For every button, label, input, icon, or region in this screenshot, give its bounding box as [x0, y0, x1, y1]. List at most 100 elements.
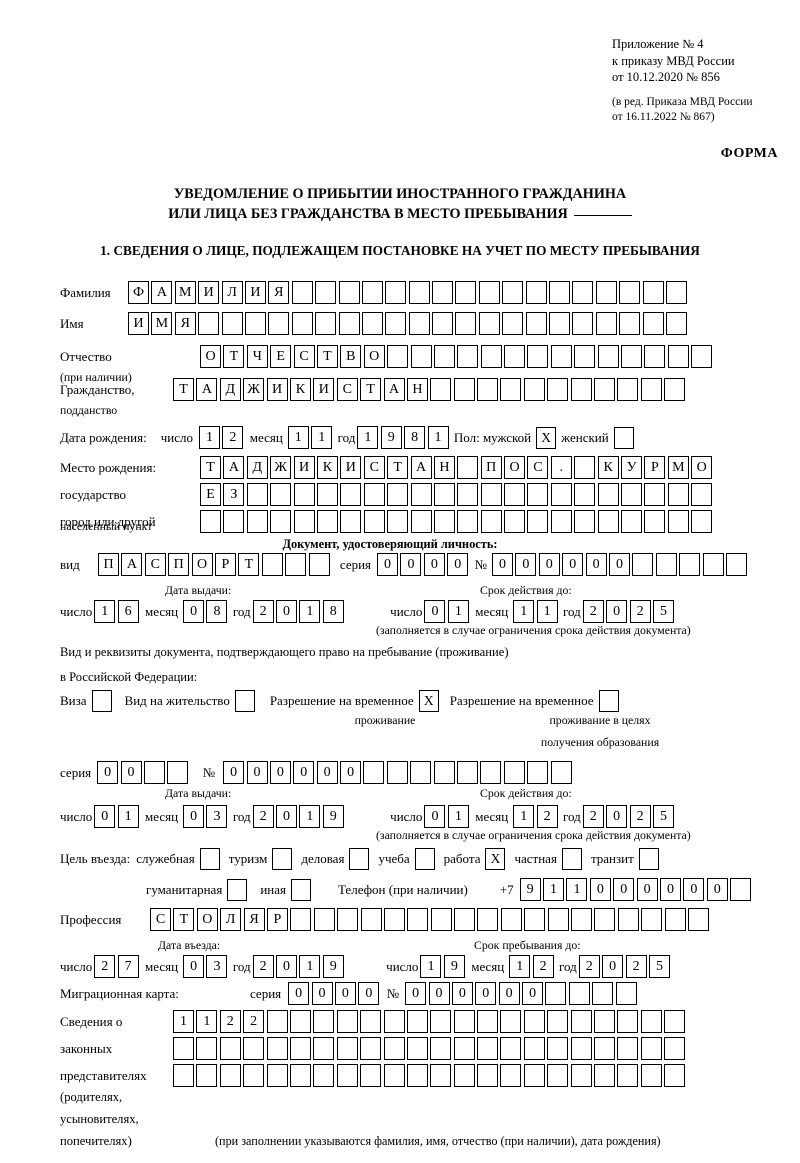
char-cell[interactable] — [338, 281, 360, 304]
sex-female-checkbox[interactable] — [613, 426, 634, 449]
char-cell[interactable]: 1 — [173, 1010, 194, 1033]
char-cell[interactable]: 0 — [498, 982, 520, 1005]
char-cell[interactable] — [594, 378, 616, 401]
char-cell[interactable]: О — [691, 456, 713, 479]
char-cell[interactable] — [572, 312, 594, 335]
char-cell[interactable] — [570, 1010, 592, 1033]
char-cell[interactable]: 0 — [515, 553, 537, 576]
char-cell[interactable] — [621, 510, 643, 533]
char-cell[interactable]: 5 — [652, 600, 674, 623]
char-cell[interactable]: 9 — [519, 878, 541, 901]
char-cell[interactable]: М — [174, 281, 196, 304]
char-cell[interactable] — [500, 1064, 522, 1087]
char-cell[interactable]: Т — [360, 378, 382, 401]
char-cell[interactable]: 2 — [252, 955, 274, 978]
char-cell[interactable]: Р — [266, 908, 288, 931]
char-cell[interactable] — [336, 1010, 358, 1033]
char-cell[interactable] — [477, 1064, 499, 1087]
char-cell[interactable]: Р — [644, 456, 666, 479]
char-cell[interactable]: 1 — [420, 955, 442, 978]
char-cell[interactable] — [644, 345, 666, 368]
char-cell[interactable]: 8 — [206, 600, 228, 623]
char-cell[interactable]: Т — [223, 345, 245, 368]
char-cell[interactable] — [632, 553, 654, 576]
char-cell[interactable]: 0 — [293, 761, 315, 784]
char-cell[interactable] — [407, 908, 429, 931]
char-cell[interactable] — [266, 1064, 288, 1087]
char-cell[interactable] — [644, 483, 666, 506]
char-cell[interactable]: С — [527, 456, 549, 479]
char-cell[interactable] — [289, 1064, 311, 1087]
char-cell[interactable]: 2 — [252, 600, 274, 623]
char-cell[interactable]: Р — [214, 553, 236, 576]
char-cell[interactable] — [290, 908, 312, 931]
char-cell[interactable]: И — [266, 378, 288, 401]
char-cell[interactable] — [221, 312, 243, 335]
char-cell[interactable] — [574, 345, 596, 368]
char-cell[interactable] — [664, 1010, 686, 1033]
char-cell[interactable] — [664, 908, 686, 931]
char-cell[interactable]: Д — [246, 456, 268, 479]
char-cell[interactable]: 0 — [424, 600, 446, 623]
char-cell[interactable] — [665, 312, 687, 335]
char-cell[interactable] — [478, 281, 500, 304]
purpose-option-checkbox[interactable]: X — [485, 848, 506, 870]
char-cell[interactable] — [547, 1064, 569, 1087]
char-cell[interactable]: 2 — [629, 805, 651, 828]
char-cell[interactable] — [642, 312, 664, 335]
char-cell[interactable] — [664, 378, 686, 401]
sex-male-checkbox[interactable]: X — [536, 426, 557, 449]
char-cell[interactable]: 0 — [316, 761, 338, 784]
char-cell[interactable] — [478, 312, 500, 335]
char-cell[interactable] — [383, 1010, 405, 1033]
char-cell[interactable] — [385, 281, 407, 304]
char-cell[interactable]: 0 — [94, 805, 116, 828]
char-cell[interactable] — [363, 761, 385, 784]
char-cell[interactable]: 1 — [566, 878, 588, 901]
char-cell[interactable]: А — [223, 456, 245, 479]
char-cell[interactable]: Н — [406, 378, 428, 401]
char-cell[interactable] — [691, 483, 713, 506]
char-cell[interactable]: 6 — [117, 600, 139, 623]
birthplace-input-line3[interactable] — [200, 510, 715, 533]
char-cell[interactable]: К — [316, 456, 338, 479]
char-cell[interactable] — [691, 510, 713, 533]
char-cell[interactable] — [549, 281, 571, 304]
char-cell[interactable]: И — [340, 456, 362, 479]
char-cell[interactable] — [640, 1037, 662, 1060]
legal-reps-input-line3[interactable] — [173, 1064, 688, 1087]
char-cell[interactable]: 0 — [606, 805, 628, 828]
char-cell[interactable]: 0 — [706, 878, 728, 901]
char-cell[interactable] — [433, 761, 455, 784]
char-cell[interactable]: Т — [200, 456, 221, 479]
char-cell[interactable] — [219, 1064, 241, 1087]
char-cell[interactable] — [408, 281, 430, 304]
char-cell[interactable]: П — [480, 456, 502, 479]
purpose-option-checkbox[interactable] — [561, 848, 582, 870]
char-cell[interactable]: О — [363, 345, 385, 368]
char-cell[interactable] — [615, 982, 637, 1005]
char-cell[interactable] — [430, 1037, 452, 1060]
char-cell[interactable]: 2 — [582, 600, 604, 623]
char-cell[interactable] — [270, 510, 292, 533]
char-cell[interactable] — [504, 483, 526, 506]
char-cell[interactable] — [730, 878, 752, 901]
char-cell[interactable] — [502, 281, 524, 304]
char-cell[interactable] — [665, 281, 687, 304]
char-cell[interactable] — [667, 483, 689, 506]
char-cell[interactable]: 0 — [311, 982, 333, 1005]
char-cell[interactable] — [523, 1010, 545, 1033]
char-cell[interactable] — [640, 1010, 662, 1033]
char-cell[interactable] — [406, 1037, 428, 1060]
char-cell[interactable]: О — [191, 553, 213, 576]
char-cell[interactable]: 0 — [538, 553, 560, 576]
